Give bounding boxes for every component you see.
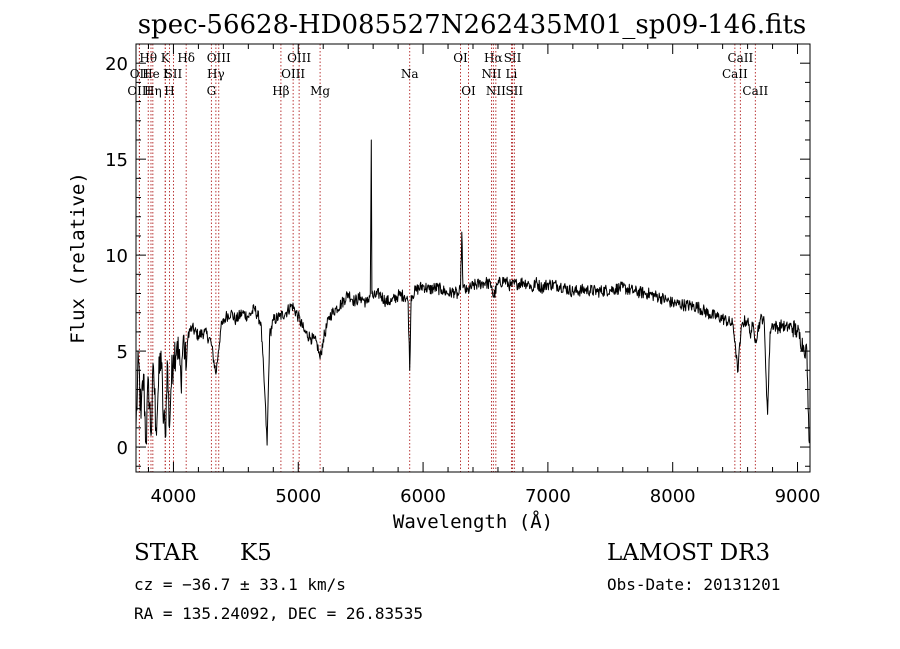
x-tick-label-2: 6000 <box>400 486 446 507</box>
spectral-line-label-28: CaII <box>742 84 768 98</box>
survey-name: LAMOST DR3 <box>607 540 771 566</box>
spectral-line-label-6: I <box>163 67 168 81</box>
series-layer <box>135 139 810 446</box>
y-tick-label-2: 10 <box>105 246 128 267</box>
spectral-line-label-18: OI <box>453 51 468 65</box>
spectral-line-label-9: Hδ <box>177 51 195 65</box>
spectral-line-label-14: OIII <box>281 67 305 81</box>
x-tick-label-0: 4000 <box>151 486 197 507</box>
spectral-line-label-25: SII <box>505 84 523 98</box>
spectral-line-label-0: OII <box>130 67 150 81</box>
x-tick-label-3: 7000 <box>525 486 571 507</box>
x-tick-label-1: 5000 <box>275 486 321 507</box>
observation-date: Obs-Date: 20131201 <box>607 575 781 594</box>
y-tick-label-0: 0 <box>117 438 128 459</box>
spectral-line-label-1: OIII <box>127 84 151 98</box>
x-tick-label-4: 8000 <box>650 486 696 507</box>
coordinates: RA = 135.24092, DEC = 26.83535 <box>134 604 423 623</box>
spectral-line-label-17: Na <box>401 67 419 81</box>
spectrum-series-line <box>135 139 810 446</box>
y-tick-label-4: 20 <box>105 54 128 75</box>
spectral-line-label-21: NII <box>481 67 501 81</box>
redshift-cz: cz = −36.7 ± 33.1 km/s <box>134 575 346 594</box>
spectral-line-label-22: NII <box>486 84 506 98</box>
spectral-line-label-26: CaII <box>727 51 753 65</box>
spectral-line-label-11: Hγ <box>207 67 225 81</box>
spectral-line-label-23: SII <box>504 51 522 65</box>
spectral-line-label-3: He <box>142 67 160 81</box>
spectral-line-label-12: G <box>207 84 217 98</box>
spectral-line-label-8: SII <box>165 67 183 81</box>
spectral-line-label-16: Mg <box>310 84 330 98</box>
y-axis-label: Flux (relative) <box>67 172 89 344</box>
axis-ticks: 4000 5000 6000 7000 8000 9000 0 5 10 15 20 <box>105 43 821 507</box>
spectral-line-label-19: OI <box>461 84 476 98</box>
x-axis-label: Wavelength (Å) <box>393 510 553 533</box>
object-subclass: K5 <box>240 540 272 566</box>
spectral-line-label-15: OIII <box>287 51 311 65</box>
x-tick-label-5: 9000 <box>775 486 821 507</box>
spectral-line-label-27: CaII <box>722 67 748 81</box>
spectral-line-label-24: Li <box>506 67 518 81</box>
spectral-line-label-13: Hβ <box>272 84 289 98</box>
y-tick-label-3: 15 <box>105 150 128 171</box>
spectral-line-label-7: H <box>164 84 174 98</box>
spectral-line-label-10: OIII <box>207 51 231 65</box>
object-class: STAR <box>134 540 198 566</box>
chart-title: spec-56628-HD085527N262435M01_sp09-146.f… <box>138 10 807 40</box>
spectral-line-markers: OIIOIIIHθHeHηKIHSIIHδOIIIHγGHβOIIIOIIIMg… <box>127 44 768 472</box>
spectral-line-label-4: Hη <box>144 84 162 98</box>
spectral-line-label-20: Hα <box>484 51 503 65</box>
plot-frame <box>135 43 811 473</box>
y-tick-label-1: 5 <box>117 342 128 363</box>
